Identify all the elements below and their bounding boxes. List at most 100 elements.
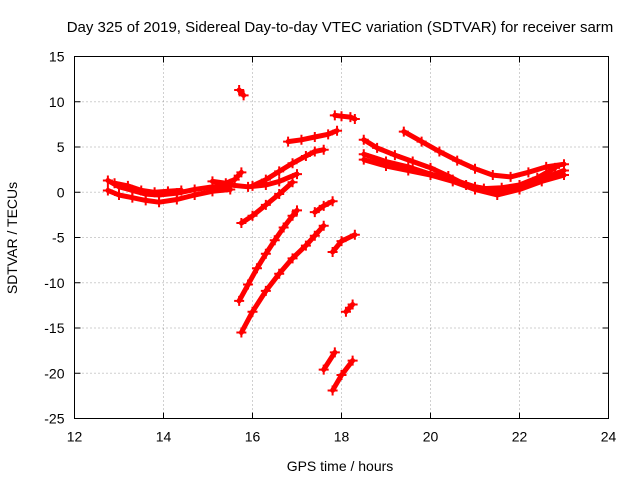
data-point	[274, 189, 285, 200]
data-point	[332, 125, 343, 136]
data-point	[309, 207, 320, 218]
series-arc-19	[358, 154, 569, 200]
series-band	[343, 302, 356, 315]
series-arc-3	[109, 178, 187, 198]
data-point	[292, 205, 302, 216]
data-point	[559, 159, 569, 170]
y-tick-label: -25	[44, 411, 64, 427]
data-point	[318, 144, 329, 155]
x-tick-label: 12	[67, 429, 83, 445]
data-point	[447, 176, 458, 187]
data-point	[274, 268, 285, 279]
data-point	[114, 189, 124, 200]
data-point	[300, 240, 311, 251]
data-point	[559, 170, 569, 181]
data-point	[358, 154, 369, 165]
data-point	[247, 210, 258, 221]
x-tick-label: 22	[512, 429, 528, 445]
series-band	[209, 169, 244, 186]
data-point	[541, 161, 552, 172]
series-arc-10	[234, 205, 302, 306]
data-point	[327, 385, 338, 396]
data-point	[207, 186, 218, 197]
y-tick-label: -15	[44, 320, 64, 336]
data-point	[162, 186, 173, 197]
x-tick-label: 16	[245, 429, 261, 445]
series-arc-15	[318, 347, 340, 375]
y-tick-label: 0	[57, 184, 65, 200]
data-point	[340, 306, 351, 317]
series-band	[236, 207, 300, 304]
data-point	[407, 156, 418, 167]
y-tick-label: 15	[49, 49, 65, 65]
series-arc-14	[340, 299, 358, 317]
data-point	[247, 180, 258, 191]
data-point	[309, 146, 320, 157]
data-point	[434, 146, 445, 157]
data-point	[243, 279, 254, 290]
data-point	[536, 176, 547, 187]
series-arc-9	[236, 177, 298, 229]
data-point	[109, 178, 120, 189]
data-point	[274, 176, 285, 187]
data-point	[358, 134, 369, 145]
series-arc-2	[102, 184, 236, 208]
data-point	[336, 111, 347, 122]
data-point	[318, 200, 329, 211]
y-axis-label: SDTVAR / TECUs	[4, 182, 20, 294]
y-tick-label: -20	[44, 365, 64, 381]
data-point	[336, 370, 347, 381]
data-point	[236, 167, 247, 178]
x-tick-label: 20	[423, 429, 439, 445]
data-point	[260, 248, 271, 259]
series-arc-16	[327, 355, 358, 396]
series-arc-8	[329, 110, 360, 124]
data-point	[207, 176, 218, 187]
data-point	[176, 185, 187, 196]
data-point	[220, 178, 231, 189]
data-point	[287, 210, 298, 221]
data-point	[260, 174, 271, 185]
data-point	[189, 189, 200, 200]
series-arc-7	[283, 125, 343, 147]
data-point	[236, 327, 247, 338]
data-point	[318, 364, 329, 375]
series-arc-12	[309, 196, 338, 218]
data-point	[470, 163, 480, 174]
series-arc-4	[207, 167, 247, 189]
data-point	[381, 161, 391, 172]
series-arc-11	[236, 220, 329, 338]
data-point	[102, 175, 113, 186]
data-point	[287, 253, 298, 264]
data-point	[225, 184, 236, 195]
data-point	[505, 171, 516, 182]
data-point	[300, 151, 311, 162]
data-point	[487, 170, 498, 181]
data-point	[287, 158, 298, 169]
data-point	[283, 136, 294, 147]
data-point	[296, 134, 307, 145]
y-tick-label: -5	[52, 230, 65, 246]
data-point	[329, 347, 340, 358]
series-arc-13	[327, 229, 360, 257]
data-point	[372, 142, 383, 153]
x-tick-label: 18	[334, 429, 350, 445]
series-band	[361, 157, 567, 198]
data-point	[236, 218, 247, 229]
data-point	[309, 230, 320, 241]
data-point	[327, 196, 338, 207]
data-point	[234, 295, 245, 306]
tick-labels: 12 14 16 18 20 22 24 -25 -20 -15 -10 -5 0 5 10 15	[44, 49, 616, 445]
data-point	[102, 185, 113, 196]
series-arc-18	[358, 149, 569, 196]
data-point	[127, 192, 138, 203]
data-point	[327, 246, 338, 257]
data-point	[136, 185, 147, 196]
data-point	[398, 126, 409, 137]
data-point	[323, 129, 334, 140]
chart-title: Day 325 of 2019, Sidereal Day-to-day VTE…	[67, 19, 614, 36]
data-point	[260, 199, 271, 210]
x-axis-label: GPS time / hours	[287, 458, 394, 474]
data-point	[389, 150, 400, 161]
